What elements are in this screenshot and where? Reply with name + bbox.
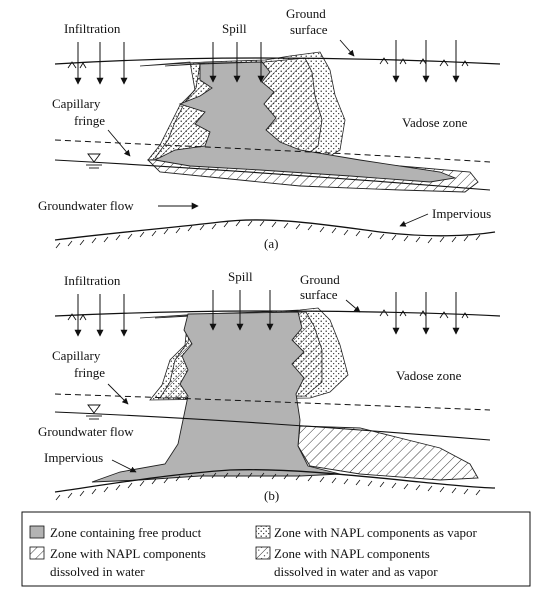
impervious-leader-a [399,213,429,227]
label-spill-a: Spill [222,21,247,36]
label-ground-a: Ground [286,6,326,21]
label-surface-a: surface [290,22,328,37]
impervious-layer-b [54,469,496,493]
legend-frame [21,511,531,587]
impervious-ticks-a [55,220,481,249]
infiltration-arrows-a [74,40,460,85]
label-spill-b: Spill [228,269,253,284]
label-capillary-b: Capillary [52,348,101,363]
impervious-leader-b [111,459,137,473]
legend-swatch-vapor [255,525,271,539]
capillary-fringe-line-a [54,139,491,163]
legend-swatch-dissolved [29,546,45,560]
ground-leader-b [345,299,361,313]
water-table-symbol-b [86,404,102,420]
legend-dissolved-line2: dissolved in water [50,564,145,579]
ground-surface-a [54,57,501,65]
free-product-zone-b [91,311,341,483]
legend-both-line2: dissolved in water and as vapor [274,564,438,579]
label-ground-b: Ground [300,272,340,287]
grass-marks-a [67,57,469,69]
label-fringe-b: fringe [74,365,105,380]
water-table-line-a [54,159,491,191]
label-infiltration-b: Infiltration [64,273,121,288]
impervious-layer-a [54,219,496,241]
label-surface-b: surface [300,287,338,302]
dissolved-plume-b [297,425,479,481]
legend-swatch-free-product [29,525,45,539]
capillary-fringe-line-b [54,393,491,411]
label-vadose-b: Vadose zone [396,368,462,383]
label-vadose-a: Vadose zone [402,115,468,130]
legend-dissolved-line1: Zone with NAPL components [50,546,206,561]
caption-a: (a) [264,236,278,251]
spill-arrows-b [209,290,274,331]
label-fringe-a: fringe [74,113,105,128]
label-impervious-b: Impervious [44,450,103,465]
caption-b: (b) [264,488,279,503]
label-infiltration-a: Infiltration [64,21,121,36]
water-table-symbol-a [86,153,102,169]
ground-surface-b [54,310,501,317]
panel-a: Infiltration Spill Ground surface Capill… [38,6,501,251]
legend-swatch-dissolved-vapor [255,546,271,560]
ground-leader-a [339,39,355,57]
legend-vapor: Zone with NAPL components as vapor [274,525,477,540]
label-capillary-a: Capillary [52,96,101,111]
water-table-line-b [54,411,491,441]
legend: Zone containing free product Zone with N… [21,511,531,587]
fringe-leader-b [107,383,129,405]
grass-marks-b [67,309,469,321]
spill-arrows-a [209,42,265,83]
label-groundwater-b: Groundwater flow [38,424,134,439]
label-groundwater-a: Groundwater flow [38,198,134,213]
free-product-zone-a [153,61,457,183]
fringe-leader-a [107,129,131,157]
panel-b: Infiltration Spill Ground surface Capill… [38,269,501,503]
legend-both-line1: Zone with NAPL components [274,546,430,561]
infiltration-arrows-b [74,292,460,337]
label-impervious-a: Impervious [432,206,491,221]
legend-free-product: Zone containing free product [50,525,202,540]
impervious-ticks-b [55,472,481,501]
